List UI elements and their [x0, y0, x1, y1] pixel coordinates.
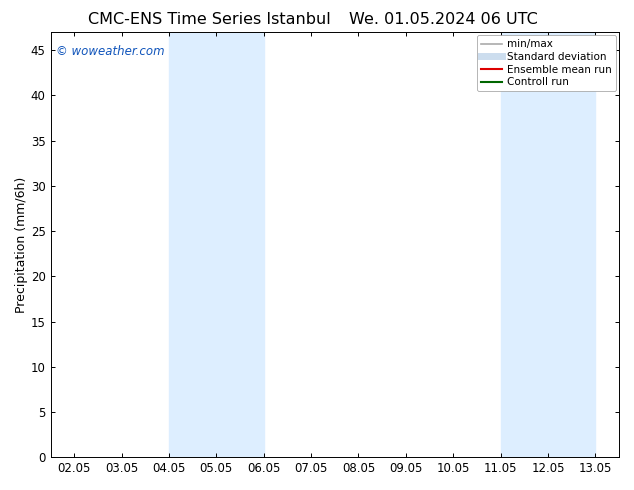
Bar [169, 32, 264, 457]
Text: © woweather.com: © woweather.com [56, 45, 165, 58]
Bar [501, 32, 595, 457]
Text: We. 01.05.2024 06 UTC: We. 01.05.2024 06 UTC [349, 12, 538, 27]
Legend: min/max, Standard deviation, Ensemble mean run, Controll run: min/max, Standard deviation, Ensemble me… [477, 35, 616, 92]
Text: CMC-ENS Time Series Istanbul: CMC-ENS Time Series Istanbul [88, 12, 330, 27]
Y-axis label: Precipitation (mm/6h): Precipitation (mm/6h) [15, 176, 28, 313]
